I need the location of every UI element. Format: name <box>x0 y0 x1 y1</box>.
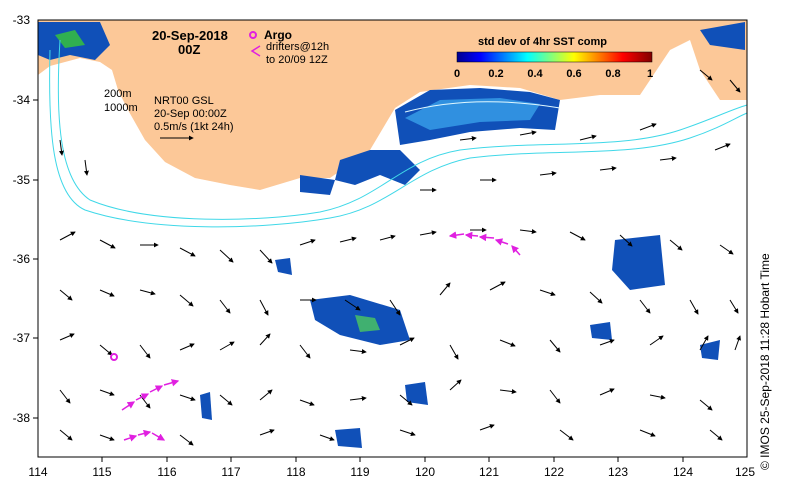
lon-tick: 123 <box>608 465 628 479</box>
lon-tick: 120 <box>415 465 435 479</box>
drifter-legend-label-2: to 20/09 12Z <box>266 54 328 66</box>
isobath-200m-label: 200m <box>104 88 132 100</box>
lat-axis: -33 -34 -35 -36 -37 -38 <box>13 13 31 425</box>
drifter-tracks <box>121 231 521 442</box>
lat-tick: -36 <box>13 252 31 266</box>
lat-tick: -35 <box>13 173 31 187</box>
map-time: 00Z <box>178 42 200 57</box>
colorbar-tick: 0.4 <box>527 68 543 80</box>
plot-frame <box>37 19 748 458</box>
drifter-legend-label-1: drifters@12h <box>266 41 329 53</box>
colorbar-ticks: 0 0.2 0.4 0.6 0.8 1 <box>454 68 653 80</box>
argo-float-marker <box>110 353 118 361</box>
datetime-label: 20-Sep 00:00Z <box>154 108 227 120</box>
map-date: 20-Sep-2018 <box>152 28 228 43</box>
lat-tick: -37 <box>13 331 31 345</box>
colorbar-tick: 0 <box>454 68 460 80</box>
scale-label: 0.5m/s (1kt 24h) <box>154 121 233 133</box>
colorbar-tick: 0.2 <box>488 68 503 80</box>
australia-landmass <box>38 20 747 190</box>
lon-tick: 124 <box>673 465 693 479</box>
lat-tick: -33 <box>13 13 31 27</box>
lon-tick: 118 <box>286 465 305 479</box>
isobaths <box>49 39 748 228</box>
colorbar-tick: 0.6 <box>566 68 581 80</box>
lat-tick: -38 <box>13 411 31 425</box>
colorbar-title: std dev of 4hr SST comp <box>478 36 607 48</box>
colorbar-tick: 1 <box>647 68 653 80</box>
lon-axis: 114 115 116 117 118 119 120 121 122 123 … <box>28 465 755 479</box>
isobath-1000m-label: 1000m <box>104 102 138 114</box>
argo-legend-label: Argo <box>264 28 292 42</box>
lon-tick: 122 <box>544 465 564 479</box>
argo-legend-icon <box>249 31 257 39</box>
sst-patches <box>38 22 745 448</box>
product-label: NRT00 GSL <box>154 95 214 107</box>
lon-tick: 121 <box>479 465 499 479</box>
lon-tick: 114 <box>28 465 47 479</box>
drifter-legend-icon <box>250 45 261 57</box>
lon-tick: 117 <box>221 465 240 479</box>
lon-tick: 125 <box>735 465 755 479</box>
colorbar <box>456 51 653 63</box>
current-vectors <box>58 69 741 446</box>
colorbar-tick: 0.8 <box>605 68 620 80</box>
tick-marks <box>33 99 684 462</box>
lon-tick: 116 <box>157 465 176 479</box>
lon-tick: 115 <box>92 465 111 479</box>
lat-tick: -34 <box>13 93 31 107</box>
lon-tick: 119 <box>350 465 369 479</box>
credit-label: © IMOS 25-Sep-2018 11:28 Hobart Time <box>758 253 772 470</box>
